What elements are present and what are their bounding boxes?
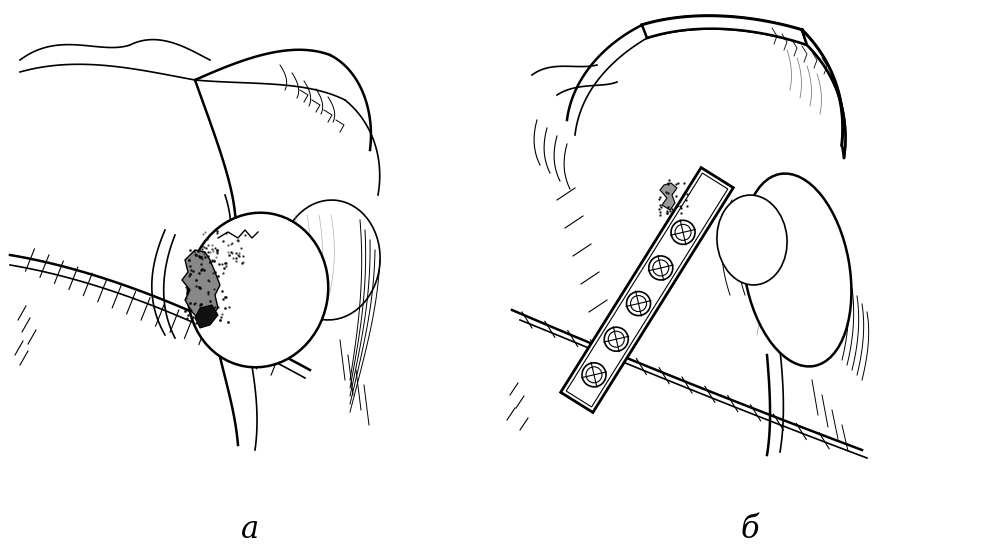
Ellipse shape [671,220,695,244]
Polygon shape [561,168,734,413]
Polygon shape [642,16,807,45]
Ellipse shape [630,295,646,311]
Ellipse shape [717,195,787,285]
Ellipse shape [653,260,668,276]
Ellipse shape [604,327,628,351]
Ellipse shape [675,225,691,241]
Polygon shape [802,30,845,158]
Polygon shape [182,250,220,320]
Polygon shape [195,305,218,328]
Ellipse shape [280,200,380,320]
Polygon shape [660,183,677,210]
Ellipse shape [586,367,602,383]
Text: а: а [241,514,259,545]
Ellipse shape [608,331,624,347]
Polygon shape [566,173,728,407]
Text: б: б [741,514,760,545]
Ellipse shape [582,363,606,387]
Ellipse shape [743,174,851,367]
Ellipse shape [649,256,672,280]
Ellipse shape [188,213,329,367]
Ellipse shape [626,291,650,316]
